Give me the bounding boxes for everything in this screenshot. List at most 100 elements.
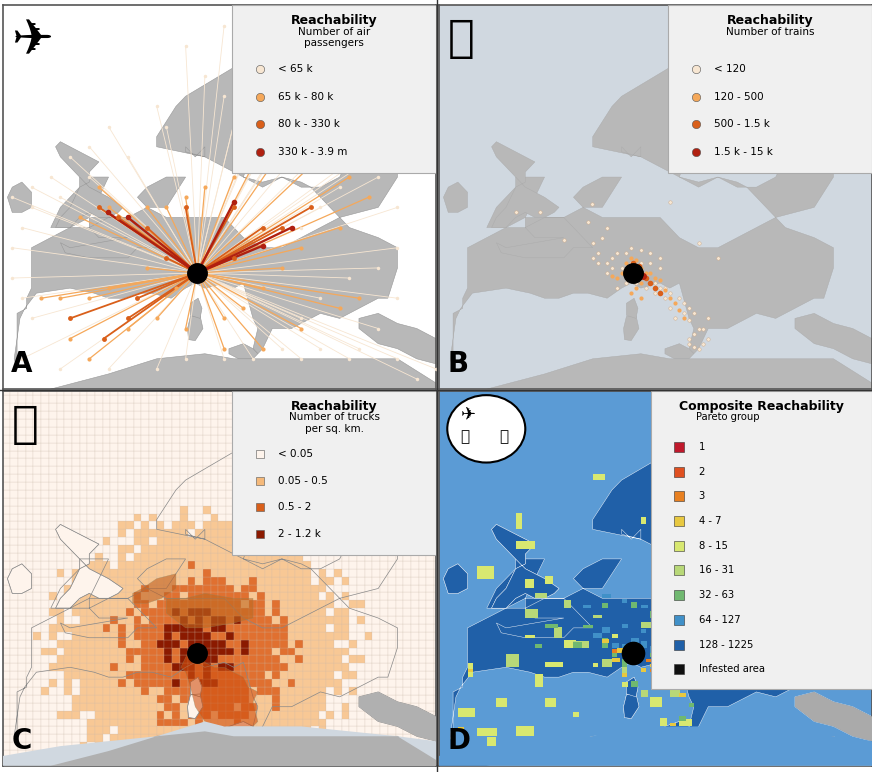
Bar: [72, 624, 79, 631]
Bar: [141, 537, 149, 545]
Bar: [72, 584, 79, 592]
Bar: [264, 419, 272, 427]
Bar: [318, 640, 326, 648]
Bar: [342, 671, 350, 679]
Bar: [211, 758, 218, 766]
Bar: [3, 742, 10, 750]
Bar: [133, 490, 141, 498]
Bar: [18, 584, 26, 592]
Bar: [249, 655, 257, 663]
Bar: [364, 537, 372, 545]
Bar: [211, 435, 218, 442]
Bar: [211, 451, 218, 459]
Bar: [326, 631, 334, 640]
Bar: [380, 561, 388, 569]
Bar: [180, 711, 187, 719]
Bar: [396, 734, 403, 742]
Bar: [133, 679, 141, 687]
Bar: [342, 459, 350, 466]
Bar: [411, 521, 419, 530]
Bar: [388, 459, 396, 466]
Bar: [95, 451, 103, 459]
Bar: [41, 655, 49, 663]
Bar: [33, 711, 41, 719]
Bar: [296, 435, 303, 442]
Bar: [133, 655, 141, 663]
Bar: [211, 584, 218, 592]
Bar: [396, 695, 403, 703]
Text: 1: 1: [698, 442, 705, 452]
Bar: [288, 655, 296, 663]
Bar: [211, 411, 218, 419]
Bar: [310, 521, 318, 530]
Bar: [10, 687, 18, 695]
Bar: [103, 403, 111, 411]
Bar: [426, 616, 434, 624]
Bar: [612, 658, 620, 662]
Bar: [111, 459, 119, 466]
Bar: [396, 513, 403, 521]
Bar: [149, 742, 157, 750]
Bar: [103, 631, 111, 640]
Bar: [249, 561, 257, 569]
Bar: [234, 592, 242, 601]
Bar: [95, 663, 103, 671]
Bar: [249, 569, 257, 577]
Bar: [87, 545, 95, 553]
Bar: [357, 648, 364, 655]
Bar: [203, 640, 211, 648]
Bar: [372, 530, 380, 537]
Bar: [172, 726, 180, 734]
Bar: [165, 388, 172, 395]
Bar: [350, 750, 357, 758]
Bar: [33, 719, 41, 726]
Bar: [187, 671, 195, 679]
Bar: [103, 482, 111, 490]
Bar: [141, 474, 149, 482]
Bar: [403, 703, 411, 711]
Bar: [434, 537, 442, 545]
Bar: [226, 750, 234, 758]
Bar: [334, 663, 342, 671]
Bar: [342, 584, 350, 592]
Bar: [172, 734, 180, 742]
Bar: [280, 663, 288, 671]
Bar: [211, 742, 218, 750]
Bar: [65, 388, 72, 395]
Bar: [364, 419, 372, 427]
Bar: [242, 466, 249, 474]
Bar: [310, 679, 318, 687]
Bar: [310, 459, 318, 466]
Bar: [264, 482, 272, 490]
Bar: [218, 482, 226, 490]
Text: Reachability: Reachability: [291, 400, 378, 413]
Bar: [149, 687, 157, 695]
Bar: [141, 498, 149, 506]
Bar: [141, 466, 149, 474]
Bar: [242, 592, 249, 601]
Bar: [218, 734, 226, 742]
Bar: [111, 490, 119, 498]
Bar: [211, 513, 218, 521]
Bar: [72, 742, 79, 750]
Bar: [195, 553, 203, 561]
Bar: [234, 513, 242, 521]
Bar: [641, 668, 646, 672]
Bar: [350, 435, 357, 442]
Bar: [72, 711, 79, 719]
Bar: [342, 553, 350, 561]
Bar: [87, 403, 95, 411]
Bar: [49, 537, 57, 545]
Bar: [211, 569, 218, 577]
Bar: [111, 719, 119, 726]
Bar: [157, 553, 165, 561]
Bar: [334, 719, 342, 726]
Bar: [10, 411, 18, 419]
Bar: [303, 466, 310, 474]
Bar: [388, 561, 396, 569]
Bar: [49, 758, 57, 766]
Bar: [574, 641, 589, 648]
Bar: [288, 687, 296, 695]
Bar: [187, 537, 195, 545]
Bar: [372, 435, 380, 442]
